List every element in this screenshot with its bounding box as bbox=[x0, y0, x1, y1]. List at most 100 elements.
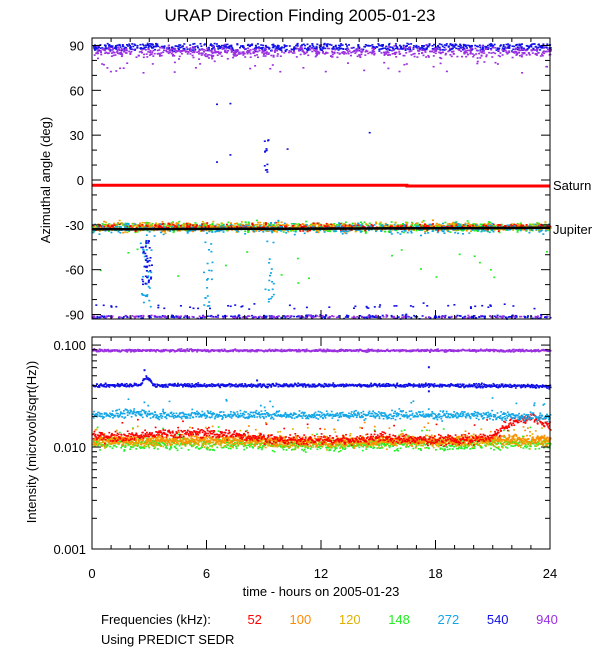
scatter-point bbox=[197, 50, 200, 52]
scatter-point bbox=[381, 229, 384, 231]
scatter-point bbox=[286, 229, 289, 232]
scatter-point bbox=[469, 49, 472, 52]
scatter-point bbox=[323, 225, 326, 227]
scatter-point bbox=[321, 226, 324, 228]
scatter-point bbox=[416, 316, 419, 318]
scatter-point bbox=[383, 225, 386, 227]
scatter-point bbox=[371, 49, 374, 52]
jupiter-label: Jupiter bbox=[553, 222, 593, 237]
scatter-point bbox=[206, 278, 209, 280]
scatter-point bbox=[118, 48, 120, 50]
scatter-point bbox=[415, 229, 418, 232]
scatter-point bbox=[125, 47, 128, 50]
scatter-point bbox=[147, 271, 150, 273]
scatter-point bbox=[508, 50, 511, 52]
scatter-point bbox=[176, 229, 179, 232]
scatter-point bbox=[301, 49, 304, 52]
scatter-point bbox=[272, 282, 275, 285]
scatter-point bbox=[273, 222, 276, 224]
scatter-point bbox=[477, 229, 480, 231]
scatter-point bbox=[158, 55, 161, 57]
scatter-point bbox=[318, 225, 321, 227]
scatter-point bbox=[230, 222, 232, 224]
scatter-point bbox=[547, 48, 549, 51]
scatter-point bbox=[133, 43, 136, 46]
scatter-point bbox=[96, 315, 99, 318]
scatter-point bbox=[159, 225, 162, 228]
scatter-point bbox=[546, 315, 549, 318]
scatter-point bbox=[367, 52, 370, 55]
scatter-point bbox=[145, 44, 147, 47]
scatter-point bbox=[359, 224, 362, 226]
scatter-point bbox=[538, 229, 540, 231]
scatter-point bbox=[151, 225, 154, 227]
scatter-point bbox=[220, 226, 223, 228]
scatter-point bbox=[513, 52, 516, 54]
scatter-point bbox=[395, 229, 398, 232]
scatter-point bbox=[224, 314, 226, 317]
scatter-point bbox=[444, 53, 447, 56]
intensity-point bbox=[118, 440, 121, 442]
scatter-point bbox=[383, 51, 385, 54]
scatter-point bbox=[95, 304, 98, 306]
scatter-point bbox=[387, 67, 390, 70]
scatter-point bbox=[492, 45, 495, 47]
scatter-point bbox=[412, 305, 415, 308]
scatter-point bbox=[161, 47, 164, 49]
scatter-point bbox=[148, 247, 151, 249]
scatter-point bbox=[506, 53, 509, 55]
scatter-point bbox=[508, 46, 511, 48]
scatter-point bbox=[141, 278, 144, 281]
scatter-point bbox=[167, 222, 170, 225]
scatter-point bbox=[129, 52, 132, 54]
scatter-point bbox=[267, 230, 270, 232]
scatter-point bbox=[425, 44, 428, 46]
scatter-point bbox=[219, 229, 221, 232]
scatter-point bbox=[110, 305, 113, 307]
scatter-point bbox=[114, 47, 116, 49]
scatter-point bbox=[192, 230, 194, 233]
scatter-point bbox=[493, 225, 496, 227]
scatter-point bbox=[139, 242, 142, 245]
scatter-point bbox=[194, 229, 197, 232]
scatter-point bbox=[282, 224, 285, 226]
scatter-point bbox=[161, 230, 164, 233]
scatter-point bbox=[151, 222, 154, 225]
scatter-point bbox=[357, 47, 360, 50]
scatter-point bbox=[225, 315, 228, 317]
scatter-point bbox=[307, 54, 310, 57]
scatter-point bbox=[117, 230, 120, 233]
scatter-point bbox=[275, 224, 278, 226]
scatter-point bbox=[424, 232, 427, 235]
scatter-point bbox=[432, 55, 435, 57]
scatter-point bbox=[150, 271, 153, 274]
scatter-point bbox=[370, 226, 373, 228]
scatter-point bbox=[424, 224, 427, 227]
scatter-point bbox=[162, 51, 165, 53]
scatter-point bbox=[304, 225, 307, 227]
scatter-point bbox=[385, 53, 388, 55]
scatter-point bbox=[479, 51, 482, 53]
scatter-point bbox=[511, 316, 514, 318]
scatter-point bbox=[249, 56, 252, 58]
intensity-point bbox=[227, 444, 229, 447]
scatter-point bbox=[165, 317, 168, 320]
scatter-point bbox=[163, 307, 166, 310]
scatter-point bbox=[210, 269, 213, 272]
scatter-point bbox=[241, 316, 244, 319]
scatter-point bbox=[353, 307, 355, 309]
scatter-point bbox=[311, 316, 314, 319]
scatter-point bbox=[314, 224, 317, 226]
intensity-point bbox=[216, 446, 219, 449]
scatter-point bbox=[271, 296, 274, 298]
scatter-point bbox=[488, 231, 491, 234]
scatter-point bbox=[149, 225, 152, 228]
scatter-point bbox=[481, 46, 484, 49]
scatter-point bbox=[174, 45, 177, 47]
scatter-point bbox=[394, 221, 397, 224]
scatter-point bbox=[280, 230, 283, 232]
scatter-point bbox=[394, 47, 397, 50]
scatter-point bbox=[520, 47, 523, 49]
intensity-point bbox=[241, 443, 243, 446]
scatter-point bbox=[541, 53, 543, 56]
